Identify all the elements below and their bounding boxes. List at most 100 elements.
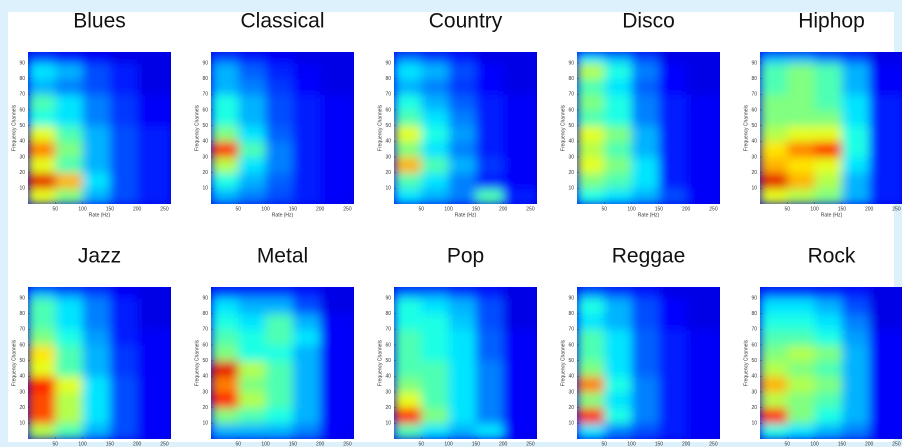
x-tick-label: 200 — [682, 441, 691, 447]
heatmap-cell — [503, 376, 537, 392]
y-tick-label: 40 — [385, 374, 391, 380]
heatmap-cell — [686, 361, 720, 377]
heatmap-cell — [787, 408, 815, 424]
heatmap-cell — [320, 423, 354, 439]
heatmap-cell — [815, 126, 843, 142]
y-tick-label: 70 — [19, 327, 25, 333]
y-tick-label: 50 — [751, 358, 757, 364]
heatmap-cells — [211, 52, 355, 205]
heatmap-cell — [83, 188, 111, 204]
heatmap-cell — [842, 361, 870, 377]
x-tick-label: 50 — [236, 441, 242, 447]
heatmap-cell — [632, 110, 660, 126]
heatmap-cell — [686, 110, 720, 126]
heatmap-cell — [476, 79, 504, 95]
heatmap-cell — [421, 110, 449, 126]
heatmap-cell — [760, 376, 788, 392]
heatmap-cell — [787, 314, 815, 330]
y-axis-label: Frequency Channels — [560, 339, 566, 386]
heatmap-cell — [632, 188, 660, 204]
heatmap-cell — [421, 63, 449, 79]
y-tick-label: 50 — [19, 358, 25, 364]
heatmap-cell — [55, 392, 83, 408]
y-tick-label: 30 — [751, 389, 757, 395]
heatmap-cell — [83, 94, 111, 110]
x-tick-label: 200 — [133, 206, 142, 212]
x-tick-label: 250 — [526, 206, 535, 212]
heatmap-cell — [787, 345, 815, 361]
heatmap-cell — [604, 376, 632, 392]
heatmap-cell — [211, 345, 239, 361]
heatmap-cell — [842, 141, 870, 157]
heatmap-cell — [632, 94, 660, 110]
heatmap-cell — [577, 173, 605, 189]
heatmap-cell — [238, 63, 266, 79]
heatmap-cell — [659, 188, 687, 204]
heatmap-cell — [686, 126, 720, 142]
heatmap-cell — [320, 376, 354, 392]
heatmap-cell — [421, 314, 449, 330]
heatmap-cell — [476, 298, 504, 314]
heatmap-cell — [604, 79, 632, 95]
heatmap-cell — [760, 157, 788, 173]
heatmap-cell — [815, 329, 843, 345]
heatmap-cell — [503, 157, 537, 173]
heatmap-cell — [632, 79, 660, 95]
y-tick-label: 50 — [568, 358, 574, 364]
heatmap-cell — [577, 314, 605, 330]
heatmap-cell — [55, 423, 83, 439]
x-tick-label: 250 — [709, 206, 718, 212]
heatmap-cell — [320, 173, 354, 189]
heatmap-cell — [503, 141, 537, 157]
heatmap-cell — [476, 423, 504, 439]
y-tick-label: 20 — [751, 405, 757, 411]
heatmap-cell — [238, 141, 266, 157]
y-axis-label: Frequency Channels — [743, 104, 749, 151]
heatmap-cell — [476, 63, 504, 79]
heatmap-cell — [55, 345, 83, 361]
heatmap-cell — [421, 361, 449, 377]
x-tick-label: 200 — [133, 441, 142, 447]
heatmap-cell — [137, 329, 171, 345]
heatmap-cell — [137, 298, 171, 314]
heatmap-cell — [28, 173, 56, 189]
heatmap-cell — [632, 157, 660, 173]
heatmap-cell — [449, 79, 477, 95]
x-tick-label: 250 — [160, 206, 169, 212]
heatmap-cell — [55, 110, 83, 126]
heatmap-cell — [787, 94, 815, 110]
heatmap-cell — [869, 94, 902, 110]
heatmap-cell — [394, 79, 422, 95]
heatmap-cell — [293, 141, 321, 157]
y-tick-label: 50 — [19, 123, 25, 129]
heatmap-cell — [238, 157, 266, 173]
heatmap-cells — [760, 287, 902, 440]
heatmap-cells — [28, 52, 172, 205]
heatmap-cell — [686, 376, 720, 392]
heatmap-cell — [449, 329, 477, 345]
heatmap-cell — [815, 52, 843, 63]
heatmap-cell — [320, 408, 354, 424]
heatmap-cell — [137, 392, 171, 408]
heatmap-cell — [211, 94, 239, 110]
heatmap-cell — [659, 298, 687, 314]
heatmap-cell — [815, 188, 843, 204]
heatmap-cell — [110, 173, 138, 189]
heatmap-cell — [503, 173, 537, 189]
heatmap-cell — [869, 287, 902, 298]
y-tick-label: 60 — [385, 107, 391, 113]
y-tick-label: 20 — [385, 170, 391, 176]
heatmap-cell — [320, 94, 354, 110]
heatmap-cell — [869, 173, 902, 189]
y-tick-label: 60 — [202, 342, 208, 348]
heatmap-cell — [503, 361, 537, 377]
heatmap-cell — [577, 423, 605, 439]
heatmap-cell — [577, 392, 605, 408]
heatmap-cell — [760, 94, 788, 110]
heatmap-cell — [760, 79, 788, 95]
heatmap-cell — [421, 408, 449, 424]
y-tick-label: 10 — [202, 421, 208, 427]
heatmap-cell — [760, 361, 788, 377]
heatmap-cell — [842, 423, 870, 439]
heatmap-cell — [815, 392, 843, 408]
